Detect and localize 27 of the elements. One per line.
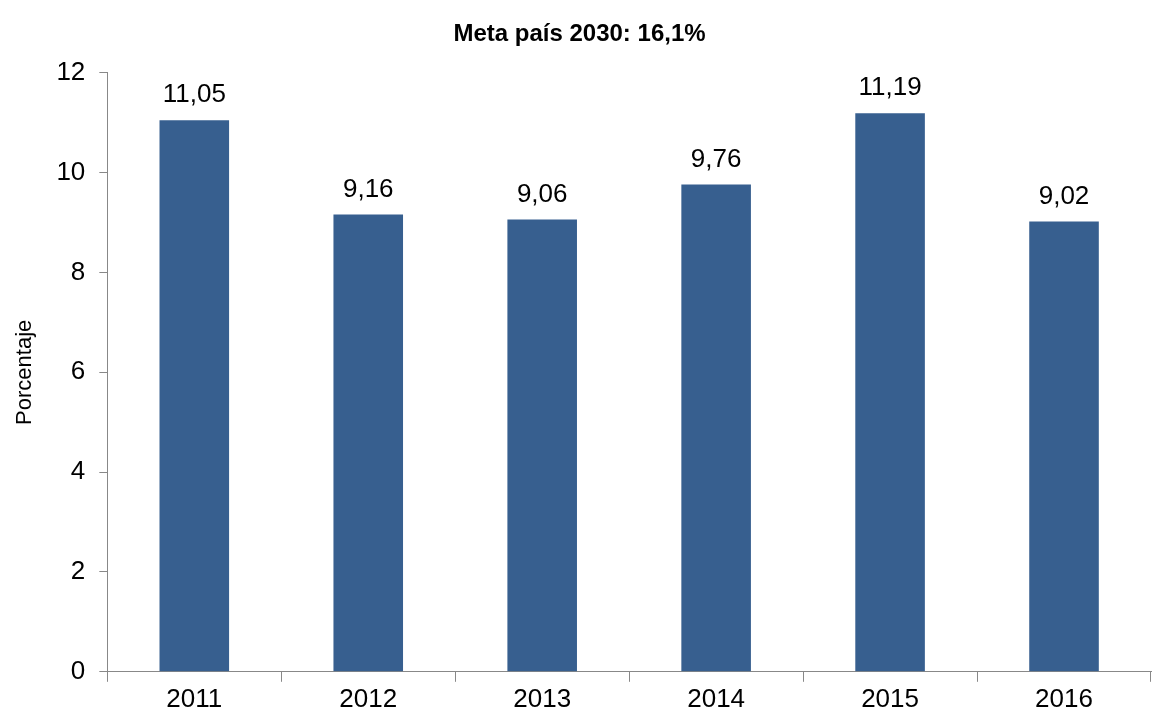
x-tick-label: 2011 [166,682,223,713]
chart-title: Meta país 2030: 16,1% [453,19,706,47]
x-tick-label: 2016 [1035,682,1093,713]
y-tick-label: 8 [70,255,86,286]
y-tick-label: 4 [70,455,86,486]
y-tick-label: 2 [70,555,86,586]
bar [1029,221,1099,672]
x-tick-label: 2014 [687,682,746,713]
data-label: 9,02 [1038,179,1090,210]
x-tick-label: 2013 [513,682,572,713]
bar [681,184,751,672]
x-tick-label: 2012 [339,682,398,713]
y-tick-label: 6 [70,355,86,386]
bar [159,120,230,672]
data-label: 11,19 [858,71,922,102]
y-tick-label: 12 [56,55,86,86]
y-tick-label: 0 [70,654,86,685]
bar [855,113,925,672]
y-tick-label: 10 [56,155,86,186]
data-label: 11,05 [162,78,226,109]
y-axis-title: Porcentaje [11,319,37,425]
bar [333,214,404,672]
x-tick-label: 2015 [861,682,919,713]
data-label: 9,06 [516,177,568,208]
data-label: 9,76 [690,142,742,173]
data-label: 9,16 [342,172,394,203]
bar [507,219,577,672]
